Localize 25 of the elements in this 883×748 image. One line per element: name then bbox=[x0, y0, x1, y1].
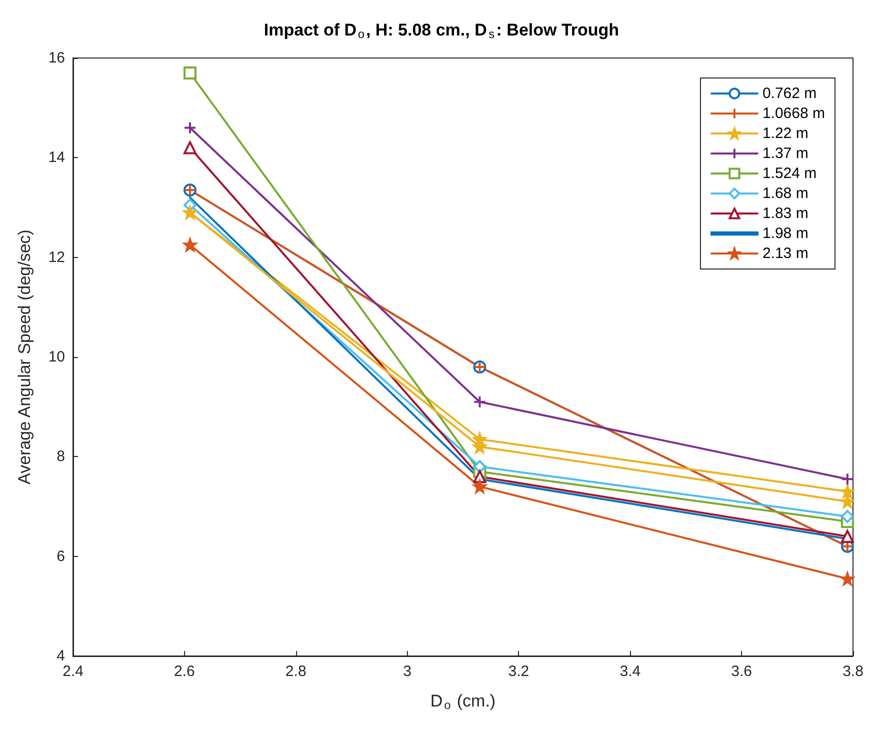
y-tick-label: 12 bbox=[48, 248, 65, 266]
x-tick-label: 3.2 bbox=[508, 663, 530, 680]
y-tick-label: 6 bbox=[56, 548, 65, 565]
legend-label: 0.762 m bbox=[762, 85, 817, 102]
y-tick-label: 14 bbox=[48, 149, 65, 166]
x-tick-label: 3.4 bbox=[620, 663, 641, 680]
legend-label: 1.98 m bbox=[762, 225, 808, 242]
x-tick-label: 2.4 bbox=[62, 663, 84, 680]
legend-label: 1.0668 m bbox=[762, 105, 826, 122]
y-tick-label: 4 bbox=[56, 648, 65, 664]
legend-label: 1.22 m bbox=[762, 125, 808, 142]
legend-label: 1.37 m bbox=[762, 145, 808, 162]
y-tick-label: 8 bbox=[56, 448, 65, 466]
x-tick-label: 2.6 bbox=[174, 663, 195, 680]
x-tick-label: 3.6 bbox=[731, 663, 752, 680]
legend-label: 1.83 m bbox=[762, 205, 808, 222]
x-tick-label: 3.8 bbox=[842, 663, 864, 680]
legend-label: 1.524 m bbox=[762, 165, 817, 182]
y-axis-title: Average Angular Speed (deg/sec) bbox=[15, 230, 34, 484]
legend-label: 1.68 m bbox=[762, 185, 808, 202]
y-tick-label: 16 bbox=[48, 50, 65, 66]
x-tick-label: 3 bbox=[403, 663, 412, 680]
y-tick-label: 10 bbox=[48, 348, 65, 366]
legend-label: 2.13 m bbox=[762, 245, 808, 262]
x-tick-label: 2.8 bbox=[285, 663, 306, 680]
